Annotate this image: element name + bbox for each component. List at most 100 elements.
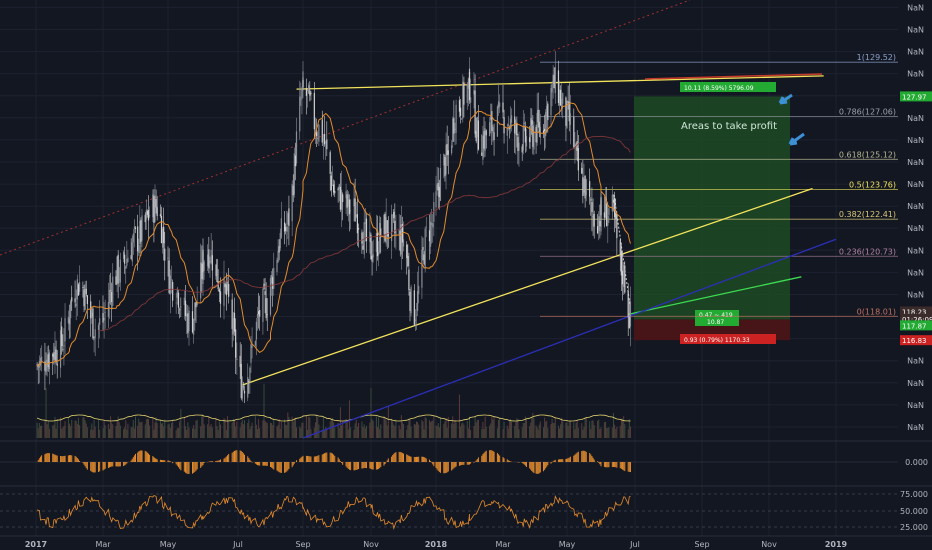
ma-slow-line (98, 135, 631, 332)
candle-body (321, 119, 323, 143)
x-tick: 2017 (25, 540, 47, 549)
candle-body (370, 234, 372, 260)
candle-body (607, 215, 609, 226)
candle-body (554, 67, 556, 94)
candle-body (525, 136, 528, 147)
candle-body (521, 146, 523, 153)
candle-body (566, 101, 568, 128)
candle-body (285, 226, 287, 231)
candle-body (445, 144, 447, 175)
candle-body (195, 302, 197, 308)
candle-body (59, 330, 62, 368)
candle-body (308, 85, 310, 94)
candle-body (603, 212, 605, 218)
candle-body (339, 186, 341, 210)
candle-body (161, 228, 164, 248)
candle-body (413, 290, 415, 325)
x-tick: May (559, 540, 576, 549)
candle-body (131, 242, 133, 262)
candle-body (629, 301, 632, 327)
candle-body (410, 286, 412, 314)
candle-body (236, 358, 238, 361)
candle-body (581, 167, 583, 174)
candle-body (372, 254, 374, 258)
candle-body (39, 357, 42, 366)
candle-body (107, 302, 110, 317)
candle-body (54, 346, 56, 361)
candle-body (575, 144, 577, 146)
candle-body (228, 284, 230, 297)
candle-body (429, 221, 432, 247)
candle-body (233, 312, 236, 332)
candle-body (318, 124, 320, 142)
y-tick: NaN (907, 136, 924, 145)
candle-body (130, 255, 132, 260)
candle-body (273, 267, 275, 289)
profit-zone (634, 96, 790, 320)
candle-body (452, 118, 454, 142)
candle-body (272, 277, 274, 289)
candle-body (345, 191, 347, 199)
candle-body (390, 214, 393, 242)
candle-body (350, 210, 352, 212)
trendline (302, 238, 837, 439)
candle-body (362, 245, 364, 250)
candle-body (516, 123, 518, 136)
candle-body (138, 245, 140, 253)
candle-body (502, 102, 504, 113)
price-badge-text: 127.97 (902, 93, 927, 101)
candle-body (124, 254, 126, 264)
candle-body (301, 88, 303, 99)
y-tick: NaN (907, 3, 924, 12)
candle-body (116, 256, 118, 285)
candle-body (620, 251, 622, 276)
candle-body (287, 213, 289, 225)
candle-body (184, 300, 187, 316)
candle-body (251, 345, 253, 348)
candle-body (146, 211, 149, 215)
x-tick: May (160, 540, 177, 549)
candle-body (461, 118, 463, 120)
candle-body (489, 122, 491, 137)
y-tick: NaN (907, 401, 924, 410)
candle-body (93, 336, 95, 341)
candle-body (293, 153, 295, 195)
candle-body (118, 278, 120, 280)
candle-body (201, 263, 203, 280)
candle-body (125, 266, 127, 269)
candle-body (576, 141, 578, 151)
candle-body (562, 93, 564, 104)
candle-body (248, 380, 250, 383)
candle-body (145, 209, 147, 220)
candle-body (82, 287, 84, 288)
candle-body (557, 70, 560, 103)
candle-body (240, 363, 242, 398)
candle-body (584, 175, 586, 199)
trendline (296, 75, 824, 90)
candle-body (337, 188, 339, 191)
candle-body (48, 352, 50, 370)
candle-body (104, 312, 106, 313)
candle-body (583, 179, 585, 193)
candle-body (485, 130, 487, 136)
y-tick: NaN (907, 224, 924, 233)
candle-body (552, 74, 554, 83)
candle-body (522, 125, 524, 151)
y-tick: NaN (907, 423, 924, 432)
candle-body (112, 276, 114, 306)
candle-body (64, 318, 66, 342)
candle-body (134, 227, 137, 229)
candle-body (90, 301, 92, 319)
x-tick: Nov (761, 540, 777, 549)
candle-body (624, 265, 626, 293)
y-tick: NaN (907, 379, 924, 388)
candle-body (215, 264, 217, 276)
candle-body (569, 113, 571, 125)
candle-body (492, 127, 494, 133)
candle-body (356, 214, 358, 234)
fib-label: 0.618(125.12) (839, 150, 896, 159)
candle-body (323, 134, 326, 145)
candle-body (573, 116, 575, 148)
candle-body (126, 258, 128, 266)
